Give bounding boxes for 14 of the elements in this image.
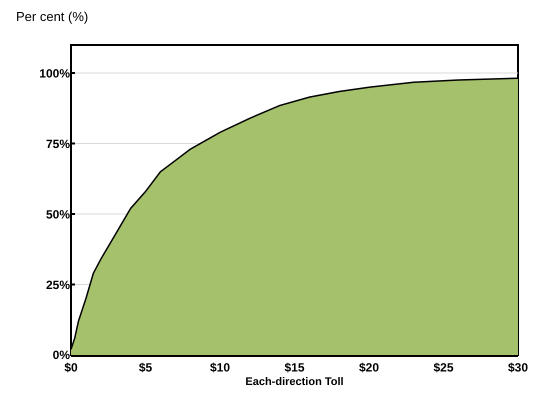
y-tick-label: 50% (46, 207, 70, 222)
y-tick-label: 75% (46, 136, 70, 151)
y-tick-label: 25% (46, 278, 70, 292)
x-tick-label: $5 (138, 360, 152, 374)
y-tick-label: 100% (39, 66, 70, 80)
x-tick-label: $0 (64, 360, 78, 374)
x-tick-label: $10 (210, 360, 230, 374)
y-tick-label: 0% (52, 348, 70, 362)
x-tick-label: $25 (433, 360, 454, 374)
x-tick-label: $20 (358, 360, 380, 374)
x-tick-label: $15 (284, 360, 305, 374)
y-axis-title: Per cent (%) (16, 9, 88, 24)
x-axis-title: Each-direction Toll (245, 376, 344, 388)
x-tick-label: $30 (508, 360, 528, 374)
